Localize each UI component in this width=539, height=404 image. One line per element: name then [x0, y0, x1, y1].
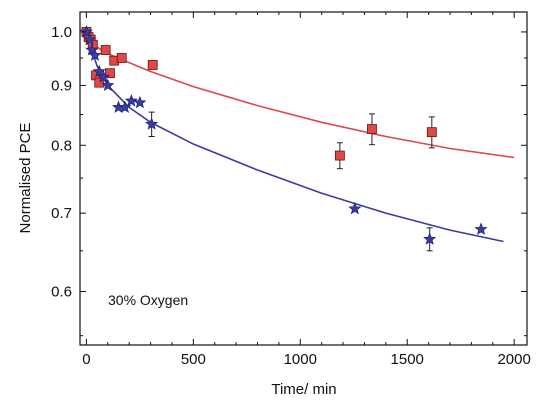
data-point-square [105, 68, 115, 79]
data-point-star [124, 94, 138, 107]
x-tick-label: 1500 [391, 351, 424, 368]
data-point-star [88, 48, 102, 61]
data-point-star [101, 78, 115, 91]
x-tick-label: 2000 [497, 351, 530, 368]
y-tick-label: 1.0 [51, 24, 72, 41]
y-tick-label: 0.7 [51, 205, 72, 222]
x-tick-label: 0 [82, 351, 90, 368]
data-point-square [367, 124, 377, 134]
data-point-square [116, 53, 127, 63]
data-point-star [83, 32, 97, 46]
data-point-star [145, 117, 159, 130]
data-point-square [426, 127, 437, 138]
data-point-star [97, 70, 111, 83]
data-point-square [147, 60, 158, 70]
data-point-star [79, 25, 93, 38]
y-tick-label: 0.6 [51, 283, 72, 300]
y-tick-label: 0.9 [51, 77, 72, 94]
x-tick-label: 1000 [284, 351, 317, 368]
data-point-star [423, 232, 437, 245]
data-point-square [94, 77, 105, 88]
data-point-star [92, 64, 106, 78]
chart-annotation: 30% Oxygen [108, 292, 188, 308]
data-point-star [348, 201, 362, 215]
data-point-star [474, 222, 488, 235]
y-axis-label: Normalised PCE [17, 123, 34, 234]
data-point-star [133, 95, 147, 109]
data-point-star [118, 100, 132, 113]
data-point-star [85, 43, 99, 56]
data-point-square [100, 45, 111, 55]
x-axis-label: Time/ min [271, 381, 336, 398]
x-tick-label: 500 [181, 351, 206, 368]
data-point-square [334, 150, 345, 161]
y-tick-label: 0.8 [51, 137, 72, 154]
